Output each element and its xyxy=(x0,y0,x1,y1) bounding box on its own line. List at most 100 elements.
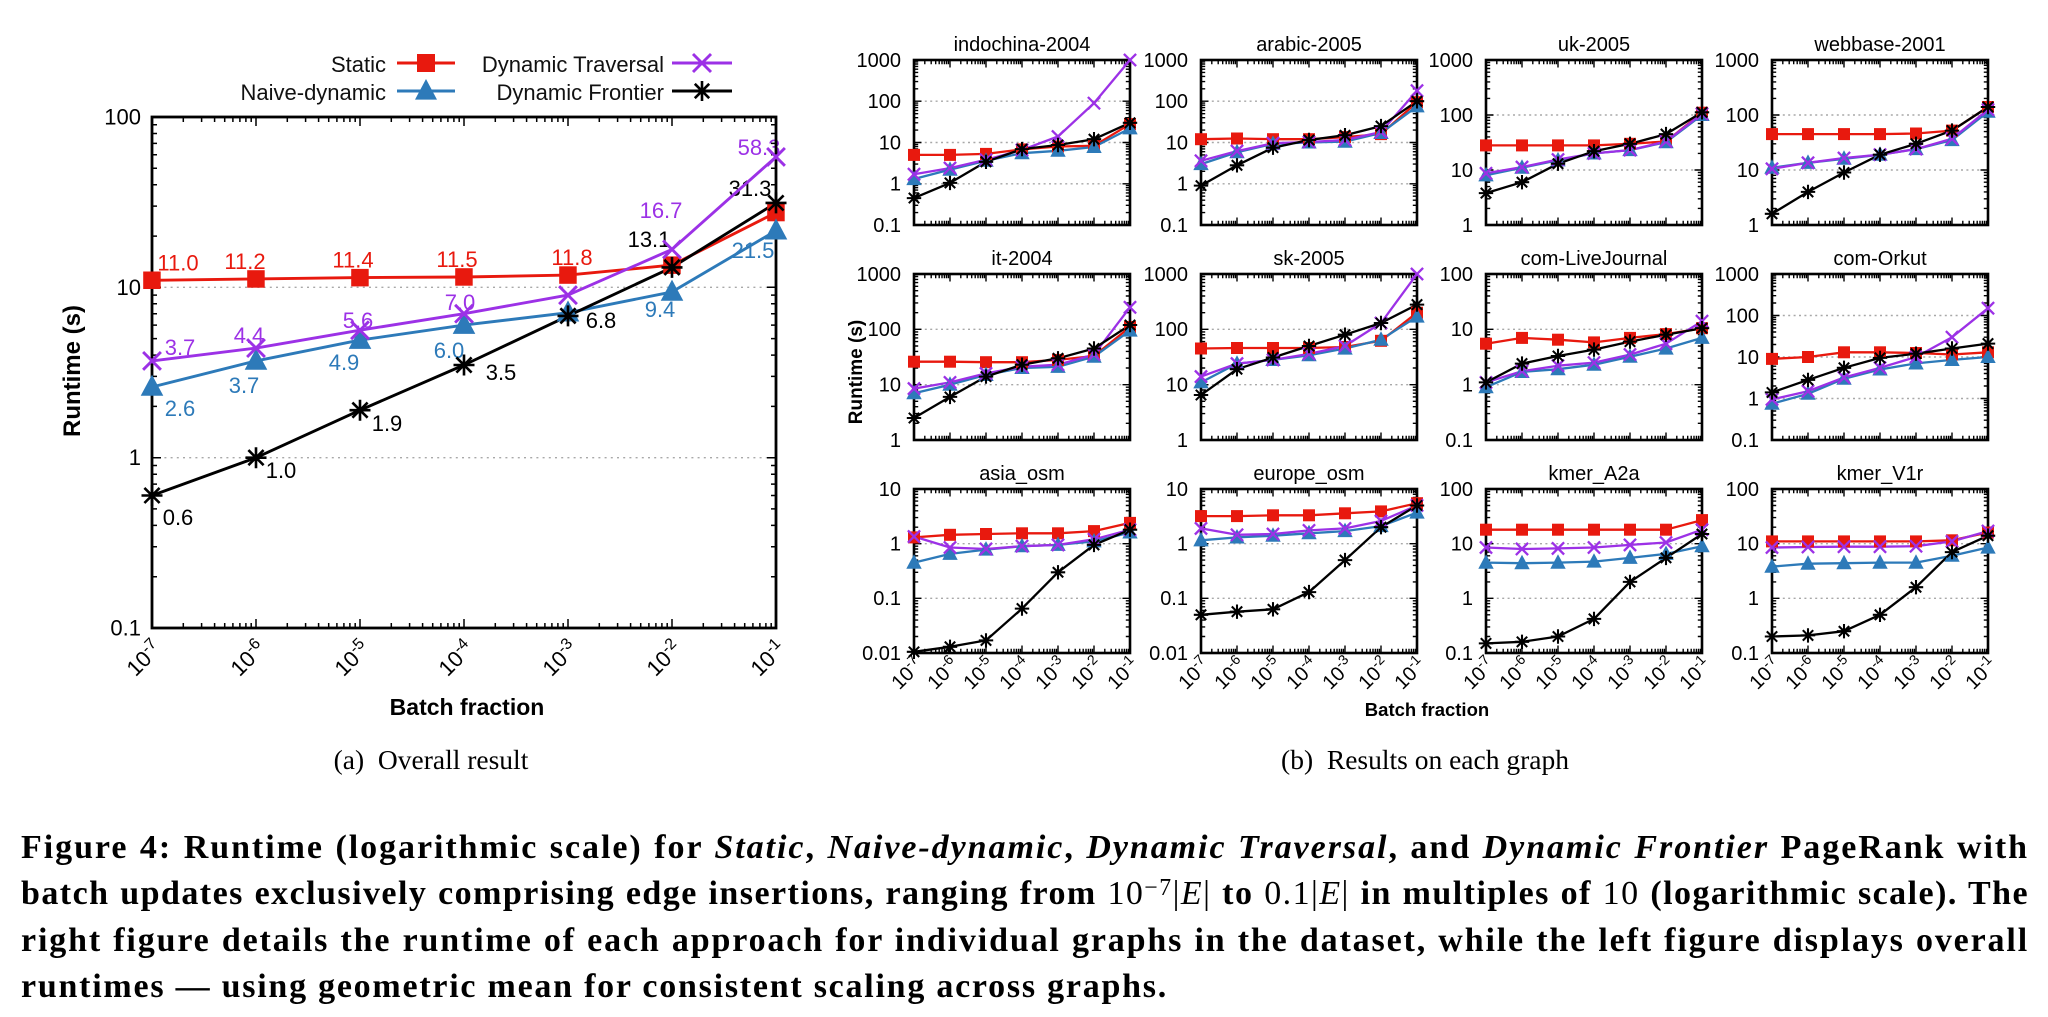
svg-text:Naive-dynamic: Naive-dynamic xyxy=(241,80,387,105)
svg-text:100: 100 xyxy=(1726,479,1759,501)
svg-text:0.1: 0.1 xyxy=(1160,215,1188,237)
svg-text:10-5: 10-5 xyxy=(957,651,1000,694)
svg-text:1000: 1000 xyxy=(857,264,902,286)
svg-text:11.2: 11.2 xyxy=(224,249,265,274)
svg-text:0.1: 0.1 xyxy=(1445,643,1473,665)
svg-text:0.01: 0.01 xyxy=(862,643,901,665)
svg-text:2.6: 2.6 xyxy=(165,396,196,421)
svg-text:0.1: 0.1 xyxy=(873,215,901,237)
svg-text:10-4: 10-4 xyxy=(1565,651,1608,694)
svg-text:10: 10 xyxy=(879,479,901,501)
svg-text:10-5: 10-5 xyxy=(1815,651,1858,694)
svg-text:0.1: 0.1 xyxy=(110,616,141,641)
svg-text:0.1: 0.1 xyxy=(1731,643,1759,665)
svg-text:21.5: 21.5 xyxy=(732,238,775,263)
svg-text:100: 100 xyxy=(868,91,901,113)
svg-text:Batch fraction: Batch fraction xyxy=(390,694,545,720)
svg-text:10-7: 10-7 xyxy=(121,635,167,681)
svg-text:com-LiveJournal: com-LiveJournal xyxy=(1521,248,1668,270)
svg-text:11.4: 11.4 xyxy=(332,248,373,273)
svg-text:100: 100 xyxy=(1440,105,1473,127)
svg-text:10: 10 xyxy=(879,375,901,397)
svg-text:0.1: 0.1 xyxy=(873,588,901,610)
svg-text:3.5: 3.5 xyxy=(486,360,517,385)
svg-text:10-3: 10-3 xyxy=(1887,651,1930,694)
svg-text:100: 100 xyxy=(1726,305,1759,327)
svg-text:11.5: 11.5 xyxy=(436,247,477,272)
svg-text:1: 1 xyxy=(1748,588,1759,610)
svg-text:0.1: 0.1 xyxy=(1445,430,1473,452)
svg-text:Dynamic Frontier: Dynamic Frontier xyxy=(497,80,664,105)
svg-text:10: 10 xyxy=(1166,132,1188,154)
svg-text:4.9: 4.9 xyxy=(329,350,360,375)
svg-text:Runtime (s): Runtime (s) xyxy=(59,305,86,437)
svg-text:1: 1 xyxy=(1177,430,1188,452)
svg-text:asia_osm: asia_osm xyxy=(979,463,1065,485)
svg-text:10-2: 10-2 xyxy=(1637,651,1680,694)
svg-text:10-4: 10-4 xyxy=(1280,651,1323,694)
svg-text:1000: 1000 xyxy=(1715,50,1760,72)
svg-text:10-3: 10-3 xyxy=(1029,651,1072,694)
svg-text:10: 10 xyxy=(1451,160,1473,182)
svg-text:6.8: 6.8 xyxy=(586,308,617,333)
svg-text:kmer_V1r: kmer_V1r xyxy=(1837,463,1924,485)
svg-text:10: 10 xyxy=(1166,375,1188,397)
svg-text:0.01: 0.01 xyxy=(1149,643,1188,665)
svg-text:10-1: 10-1 xyxy=(1101,651,1144,694)
svg-text:1: 1 xyxy=(1462,375,1473,397)
svg-text:Dynamic Traversal: Dynamic Traversal xyxy=(482,52,664,77)
svg-text:1000: 1000 xyxy=(1429,50,1474,72)
svg-text:9.4: 9.4 xyxy=(645,297,676,322)
svg-text:1: 1 xyxy=(1177,534,1188,556)
svg-text:10: 10 xyxy=(879,132,901,154)
svg-text:10-1: 10-1 xyxy=(1673,651,1716,694)
svg-text:1: 1 xyxy=(890,534,901,556)
svg-text:Runtime (s): Runtime (s) xyxy=(846,320,867,425)
svg-text:10-6: 10-6 xyxy=(225,635,271,681)
svg-text:10-3: 10-3 xyxy=(1601,651,1644,694)
svg-text:1: 1 xyxy=(1748,388,1759,410)
svg-text:sk-2005: sk-2005 xyxy=(1273,248,1344,270)
svg-text:1: 1 xyxy=(1462,215,1473,237)
svg-text:1.9: 1.9 xyxy=(372,411,403,436)
svg-text:europe_osm: europe_osm xyxy=(1253,463,1364,485)
svg-text:10: 10 xyxy=(1737,534,1759,556)
svg-text:11.8: 11.8 xyxy=(551,245,592,270)
svg-text:indochina-2004: indochina-2004 xyxy=(954,34,1091,56)
svg-text:it-2004: it-2004 xyxy=(991,248,1052,270)
svg-text:10-3: 10-3 xyxy=(1316,651,1359,694)
svg-text:Batch fraction: Batch fraction xyxy=(1365,699,1489,720)
svg-text:1000: 1000 xyxy=(857,50,902,72)
svg-text:10: 10 xyxy=(1451,319,1473,341)
svg-text:10-5: 10-5 xyxy=(1244,651,1287,694)
svg-text:1: 1 xyxy=(890,174,901,196)
svg-text:3.7: 3.7 xyxy=(229,373,260,398)
svg-text:10-6: 10-6 xyxy=(1208,651,1251,694)
svg-text:10-5: 10-5 xyxy=(329,635,375,681)
svg-text:16.7: 16.7 xyxy=(640,198,683,223)
svg-text:10-4: 10-4 xyxy=(993,651,1036,694)
svg-text:1: 1 xyxy=(1462,588,1473,610)
svg-text:1: 1 xyxy=(890,430,901,452)
svg-text:1: 1 xyxy=(1177,174,1188,196)
svg-text:1.0: 1.0 xyxy=(266,458,297,483)
svg-text:1000: 1000 xyxy=(1144,264,1189,286)
svg-text:100: 100 xyxy=(104,105,141,130)
svg-text:10: 10 xyxy=(1166,479,1188,501)
svg-text:10-5: 10-5 xyxy=(1529,651,1572,694)
svg-text:webbase-2001: webbase-2001 xyxy=(1813,34,1945,56)
svg-text:10-1: 10-1 xyxy=(1959,651,2002,694)
svg-text:1000: 1000 xyxy=(1715,264,1760,286)
svg-text:100: 100 xyxy=(1155,319,1188,341)
svg-text:0.1: 0.1 xyxy=(1731,430,1759,452)
svg-text:10-2: 10-2 xyxy=(1065,651,1108,694)
svg-text:10: 10 xyxy=(1737,347,1759,369)
svg-text:uk-2005: uk-2005 xyxy=(1558,34,1630,56)
svg-text:Static: Static xyxy=(331,52,386,77)
svg-text:0.6: 0.6 xyxy=(163,505,194,530)
svg-text:(a) Overall result: (a) Overall result xyxy=(334,744,529,775)
svg-text:10-6: 10-6 xyxy=(921,651,964,694)
svg-text:10: 10 xyxy=(1451,534,1473,556)
svg-text:10-2: 10-2 xyxy=(641,635,687,681)
svg-text:1: 1 xyxy=(1748,215,1759,237)
